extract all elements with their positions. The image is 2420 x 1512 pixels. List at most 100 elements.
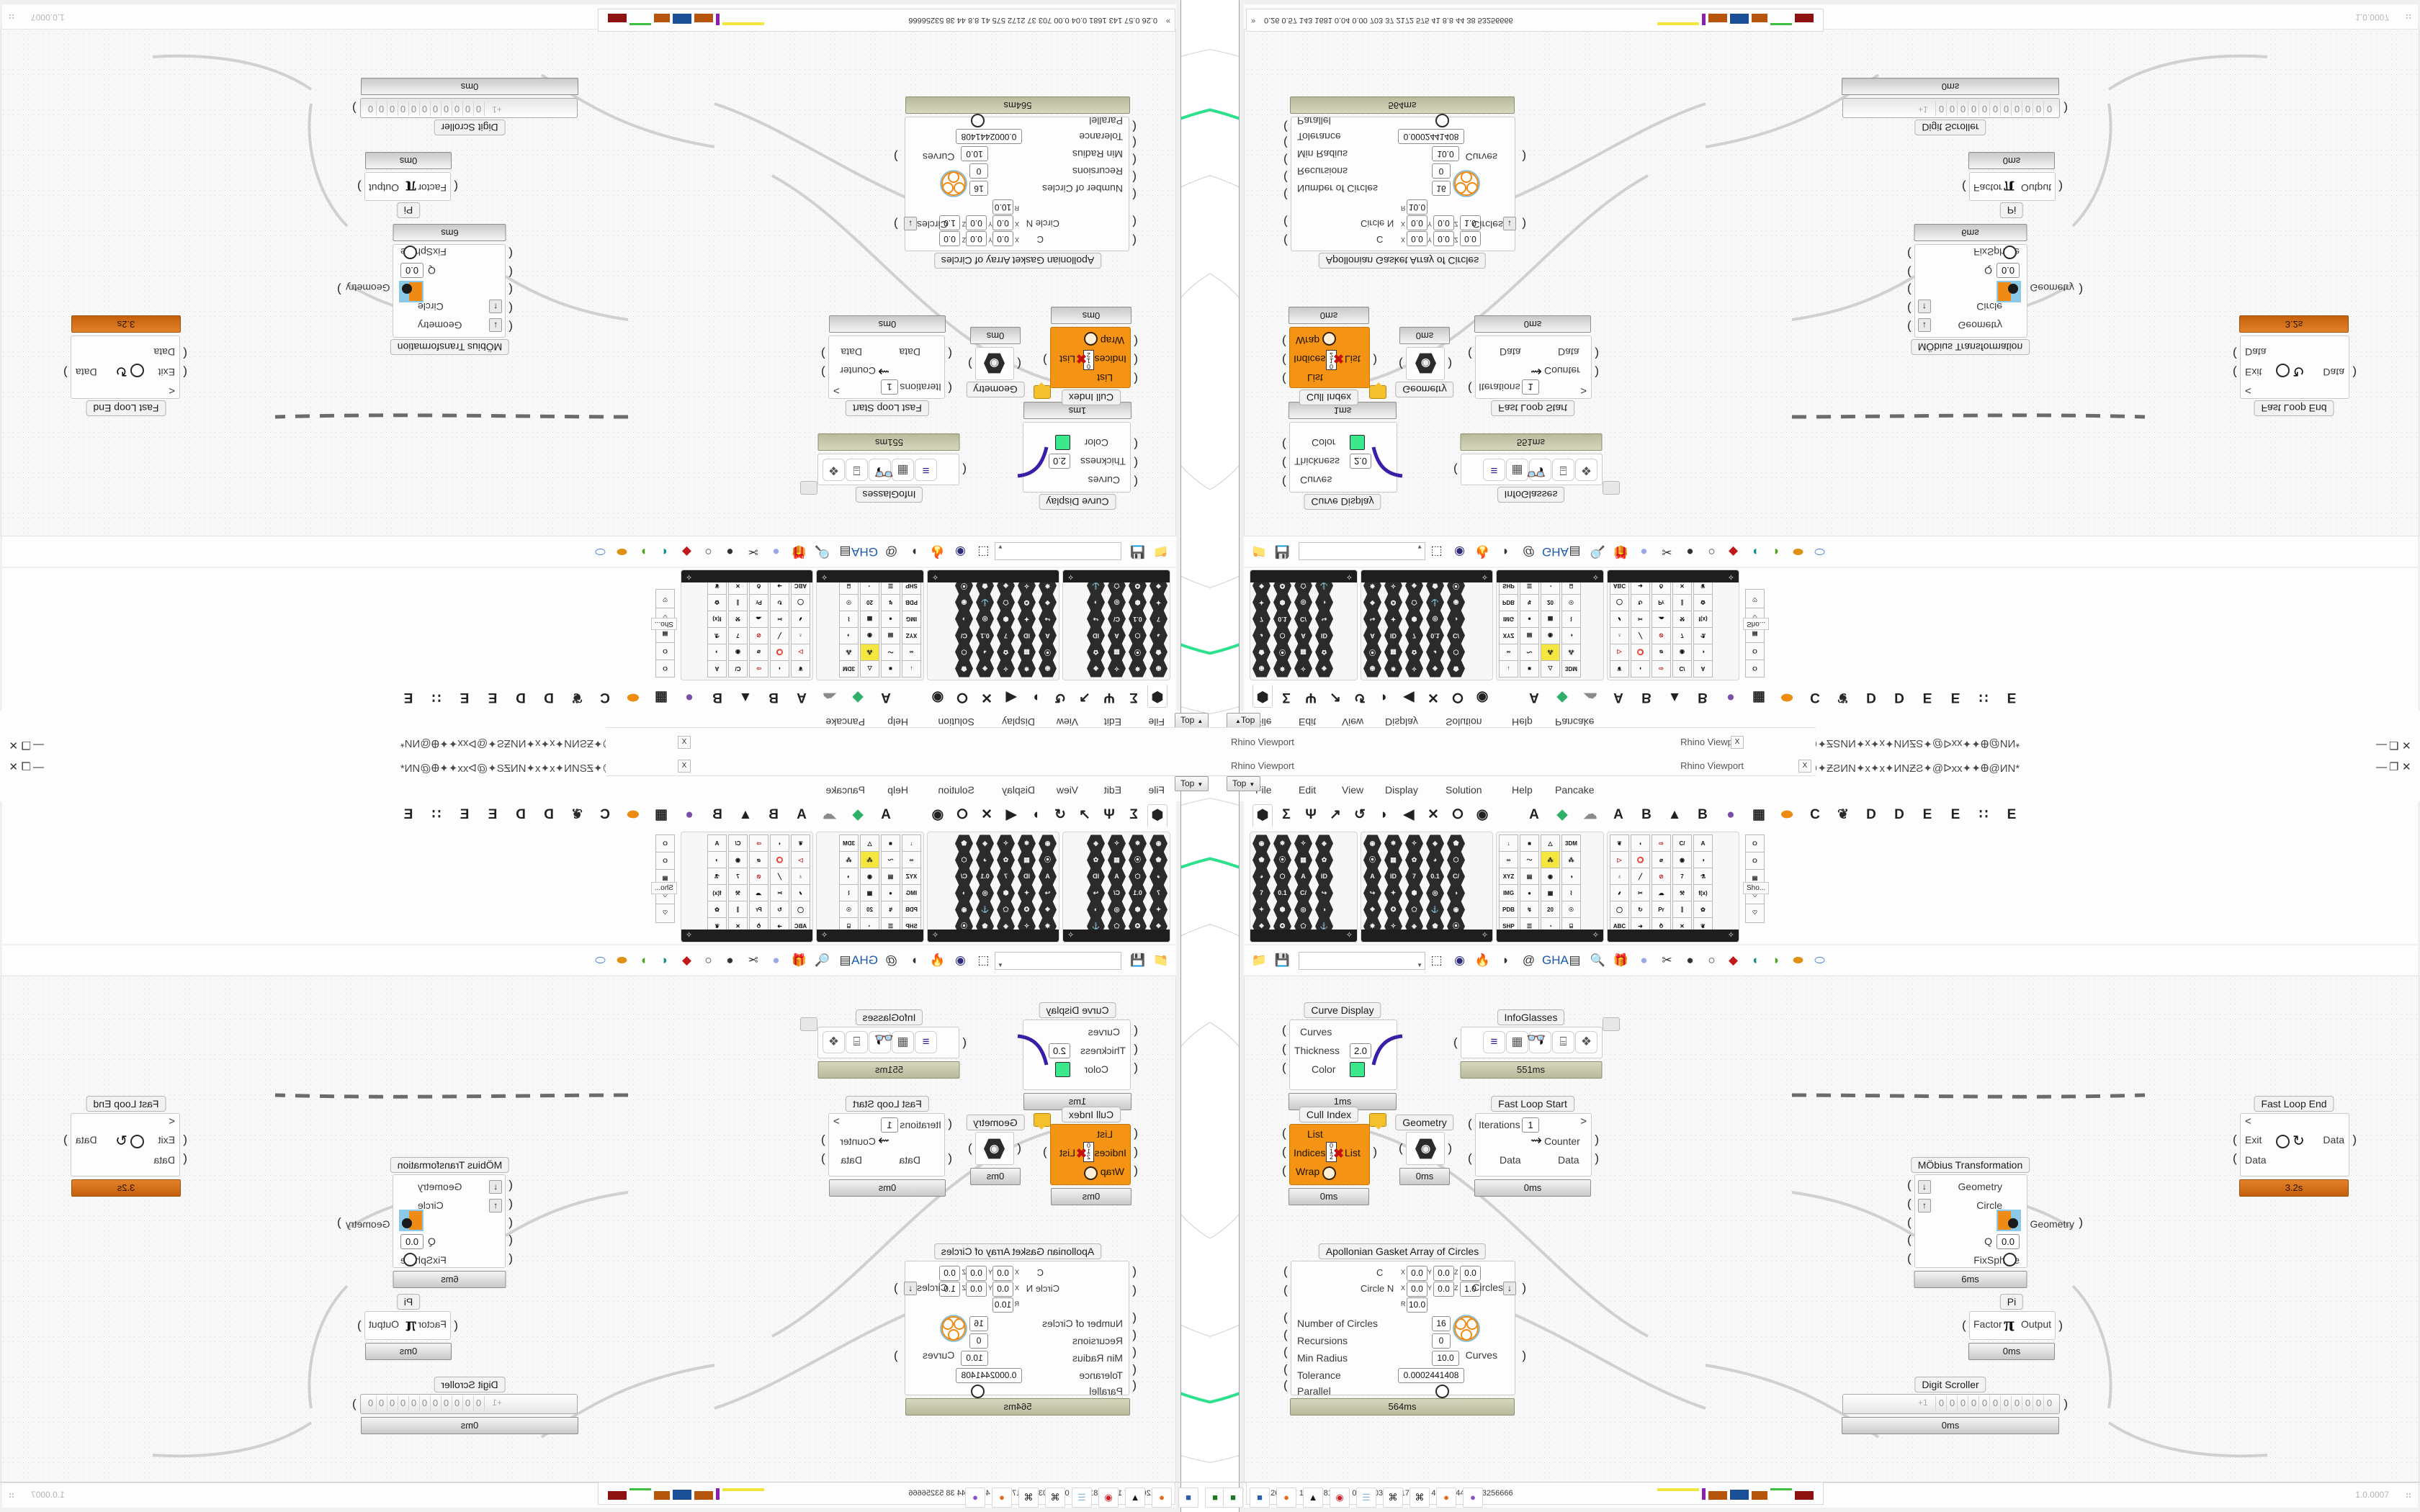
component-icon-input-9[interactable]: ▤ [1520,625,1539,644]
input-port-2[interactable]: ( [1282,335,1286,348]
component-icon-geometry-9[interactable]: ⬡ [1273,868,1291,886]
param-value-3[interactable]: 0.0002441408 [1398,1368,1464,1383]
input-port-0[interactable]: ( [1017,357,1021,371]
ribbon-tab-intersect-icon[interactable]: ✕ [981,807,992,822]
input-port-1[interactable]: ( [1282,354,1286,367]
component-body-digit-scroller[interactable]: +1 0 0 0 0 0 0 0 0 0 0 0) [352,1394,578,1414]
maximize-button[interactable]: ❐ [12,761,31,773]
ribbon-tab-E-17[interactable]: E [2007,807,2017,822]
component-icon-input-4[interactable]: ∞ [1499,642,1518,661]
component-icon-util-14[interactable]: ⚗ [707,625,727,644]
chevron-down-icon[interactable]: ▼ [998,544,1003,550]
ribbon-tab-E-17[interactable]: E [403,807,413,822]
component-icon-util-19[interactable]: f(x) [707,608,727,628]
component-icon-util-11[interactable]: ╱ [1631,868,1650,887]
digit-cell-4[interactable]: 0 [430,1396,442,1410]
component-icon-util-1[interactable]: ◖ [1631,658,1650,678]
panel-expand-icon[interactable]: ✧ [1345,572,1353,581]
component-bubble-yellow[interactable] [1369,385,1386,399]
component-icon-geometry-17[interactable]: ⬢ [1129,593,1147,611]
input-slot-down-icon[interactable]: ↓ [489,318,502,332]
digit-cell-0[interactable]: 0 [1935,1396,1947,1410]
panel-expand-icon[interactable]: ✧ [821,572,828,581]
component-body-digit-scroller[interactable]: +1 0 0 0 0 0 0 0 0 0 0 0) [1842,1394,2068,1414]
ribbon-tab-sigma-icon[interactable]: Σ [1129,690,1138,705]
ribbon-tab-mesh-icon[interactable]: ◀ [1403,807,1415,822]
input-port-2[interactable]: ( [1907,1215,1912,1229]
ribbon-tab-A-0[interactable]: A [881,807,891,822]
ribbon-tab-display-icon[interactable]: ◉ [931,690,944,705]
taskbar-rhino-black-icon-right-3[interactable]: ▲ [1303,1488,1323,1508]
toolbar-sphere-orange-icon[interactable]: ⬬ [617,953,627,967]
component-icon-util-16[interactable]: ✂ [770,608,789,628]
input-port-4[interactable]: ( [1283,153,1288,167]
input-port-0[interactable]: ( [962,463,967,477]
component-icon-input-3[interactable]: 3DM [839,658,859,678]
component-icon-primitive-7[interactable]: ✿ [1405,643,1423,661]
component-icon-geometry-2[interactable]: ✧ [1294,834,1312,852]
input-port-1[interactable]: ( [1468,1151,1472,1165]
gh-canvas[interactable]: Curve Display Curves Thickness 2.0 Color (((1… [1,976,1176,1485]
param-value-2[interactable]: 10.0 [1432,146,1459,161]
toolbar-sketch-icon[interactable]: ◗ [910,953,918,967]
component-icon-util-13[interactable]: 7 [1672,625,1692,644]
panel-expand-icon[interactable]: ✧ [686,931,693,940]
wrap-toggle[interactable] [1084,1166,1098,1180]
component-bubble-grey[interactable] [800,1017,817,1031]
infoglasses-icon-list-icon[interactable]: ≡ [915,1031,937,1053]
input-port-2[interactable]: ( [1907,283,1912,297]
ribbon-tab-display-icon[interactable]: ◉ [1476,807,1489,822]
component-icon-primitive-12[interactable]: 7 [1405,626,1423,644]
digit-cell-5[interactable]: 0 [419,1396,431,1410]
minimize-button[interactable]: — [24,761,44,773]
wrap-toggle[interactable] [1322,1166,1336,1180]
q-value-input[interactable]: 0.0 [1996,1234,2020,1249]
output-port-digit[interactable]: ) [352,1397,357,1410]
component-icon-input-1[interactable]: ■ [1520,658,1539,678]
component-icon-input-1[interactable]: ■ [1520,834,1539,854]
component-icon-primitive-21[interactable]: ✪ [1018,593,1036,611]
component-icon-primitive-16[interactable]: ✦ [1384,884,1402,902]
component-icon-geometry-12[interactable]: 7 [1252,610,1270,628]
param-value-2[interactable]: 10.0 [1432,1351,1459,1366]
component-icon-geometry-8[interactable]: ◕ [1150,868,1168,886]
component-icon-geometry-11[interactable]: ID [1087,868,1105,886]
viewport-view-tab-right[interactable]: ▲Top [1227,713,1261,728]
component-body-apollonian-gasket[interactable]: C X 0.0 Y 0.0 Z 0.0 Circle N X 0.0 Y 0.0 Z 1.0 R 10.0 Nu… [894,114,1137,251]
circles-output-slot-icon[interactable]: ↓ [904,1282,917,1295]
component-icon-util-11[interactable]: ╱ [770,625,789,644]
component-icon-primitive-6[interactable]: ▦ [1018,643,1036,661]
component-icon-geometry-4[interactable]: ⬟ [1252,851,1270,869]
infoglasses-icon-database-icon[interactable]: ⌸ [1552,459,1574,481]
panel-expand-icon[interactable]: ✧ [1067,931,1075,940]
component-icon-geometry-2[interactable]: ✧ [1294,660,1312,678]
component-body-mobius-transformation[interactable]: GeometryCircleTQFixSphere↓↑0.0Geometry((… [1907,1174,2083,1268]
input-port-3[interactable]: ( [1907,266,1912,279]
maximize-button[interactable]: ❐ [2389,739,2408,751]
field-1-1[interactable]: 0.0 [966,1282,987,1297]
taskbar-grasshopper-icon-left-2[interactable]: ⌘ [1018,1488,1039,1508]
component-bubble-yellow[interactable] [1034,385,1051,399]
ribbon-tab-B-6[interactable]: B [1698,690,1708,705]
toolbar-bake-icon[interactable]: 🔥 [929,545,946,559]
toolbar-sphere-grey-icon[interactable]: ● [1686,953,1694,967]
input-port-0[interactable]: ( [454,180,458,194]
output-port-geometry[interactable]: ) [337,1215,341,1229]
infoglasses-icon-list-icon[interactable]: ≡ [915,459,937,481]
toolbar-fit-view-icon[interactable]: ⬚ [977,953,990,967]
component-icon-primitive-19[interactable]: ◑ [955,610,973,628]
component-body-pi-component[interactable]: Factor Output π () [1962,172,2063,201]
input-port-2[interactable]: ( [1134,438,1138,451]
component-icon-util-8[interactable]: ◉ [728,642,748,661]
field-2-0[interactable]: 10.0 [992,1297,1013,1313]
toolbar-open-folder-icon[interactable]: 📁 [1152,545,1169,559]
toolbar-sphere-grey-icon[interactable]: ● [726,953,734,967]
ribbon-tab-E-15[interactable]: E [1950,690,1960,705]
component-icon-geometry-19[interactable]: ◑ [1087,593,1105,611]
zoom-level-input[interactable]: ▼ [995,542,1121,560]
digit-cell-10[interactable]: 0 [365,102,377,116]
component-icon-geometry-9[interactable]: ⬡ [1129,626,1147,644]
component-icon-input-7[interactable]: ⁂ [839,642,859,661]
component-icon-primitive-0[interactable]: ◉ [1039,834,1057,852]
loose-component-icon-1[interactable]: ⭘ [1745,852,1765,871]
